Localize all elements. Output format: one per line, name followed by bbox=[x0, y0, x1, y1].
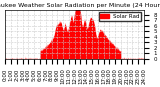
Title: Milwaukee Weather Solar Radiation per Minute (24 Hours): Milwaukee Weather Solar Radiation per Mi… bbox=[0, 3, 160, 8]
Legend: Solar Rad: Solar Rad bbox=[99, 12, 141, 21]
